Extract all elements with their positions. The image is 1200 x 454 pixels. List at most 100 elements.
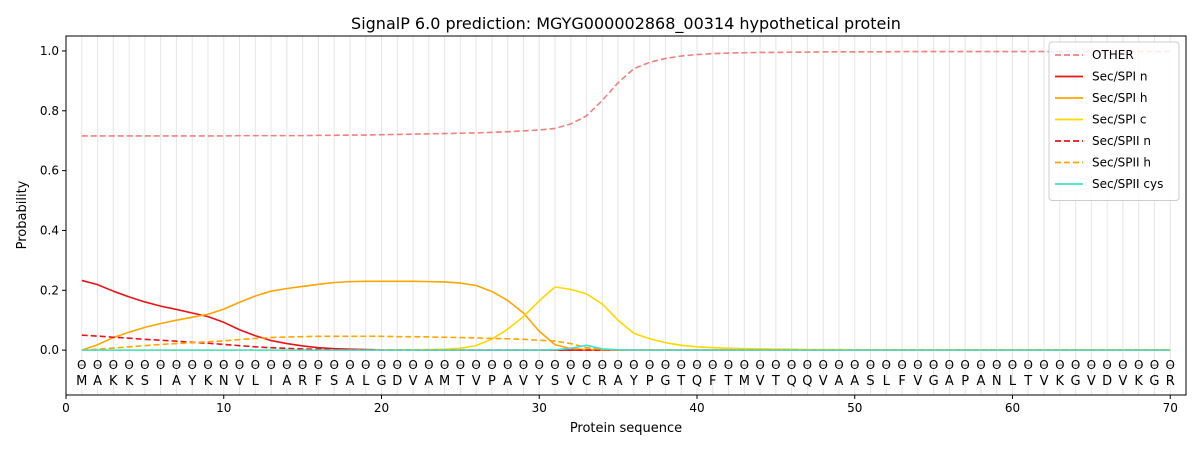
sequence-residue: T [455, 374, 464, 389]
sequence-residue: Q [692, 374, 702, 389]
sequence-residue: V [913, 374, 922, 389]
y-tick-label: 0.8 [40, 104, 59, 118]
sequence-residue: N [992, 374, 1002, 389]
sequence-residue: D [1102, 374, 1112, 389]
sequence-residue: S [551, 374, 559, 389]
sequence-residue: K [204, 374, 213, 389]
sequence-residue: G [929, 374, 939, 389]
sequence-residue: D [392, 374, 402, 389]
x-tick-label: 60 [1005, 401, 1020, 415]
y-axis-label: Probability [15, 180, 30, 249]
sequence-residue: G [376, 374, 386, 389]
sequence-residue: S [866, 374, 874, 389]
legend-label: OTHER [1092, 48, 1134, 62]
sequence-residue: V [519, 374, 528, 389]
sequence-residue: L [883, 374, 891, 389]
sequence-residue: V [409, 374, 418, 389]
sequence-residue: P [961, 374, 969, 389]
grid-lines [81, 36, 1171, 395]
sequence-residue: G [660, 374, 670, 389]
sequence-residue: V [756, 374, 765, 389]
x-axis-ticks: 0 10 20 30 40 50 60 70 [62, 395, 1178, 415]
sequence-residue: C [582, 374, 591, 389]
sequence-residue: A [614, 374, 623, 389]
sequence-residue: T [771, 374, 780, 389]
sequence-residue: Q [787, 374, 797, 389]
sequence-residue: A [850, 374, 859, 389]
sequence-residue: Y [187, 374, 196, 389]
sequence-residue: A [282, 374, 291, 389]
sequence-residue: V [1040, 374, 1049, 389]
series-line-6 [81, 344, 1171, 351]
x-tick-label: 0 [62, 401, 70, 415]
sequence-residue: A [976, 374, 985, 389]
chart-title: SignalP 6.0 prediction: MGYG000002868_00… [351, 14, 901, 34]
sequence-residue: M [439, 374, 450, 389]
series-line-0 [81, 50, 1171, 137]
sequence-residue: P [646, 374, 654, 389]
sequence-residue: M [739, 374, 750, 389]
sequence-residue: A [345, 374, 354, 389]
sequence-residue: A [945, 374, 954, 389]
sequence-residue: P [488, 374, 496, 389]
sequence-residue: V [566, 374, 575, 389]
legend-label: Sec/SPII n [1092, 134, 1151, 148]
sequence-residue: K [1134, 374, 1143, 389]
sequence-residue: V [1087, 374, 1096, 389]
legend-label: Sec/SPI c [1092, 113, 1146, 127]
legend-label: Sec/SPII cys [1092, 177, 1163, 191]
sequence-residue: L [252, 374, 260, 389]
y-tick-label: 0.0 [40, 343, 59, 357]
sequence-residue: V [1118, 374, 1127, 389]
sequence-residue: K [109, 374, 118, 389]
sequence-residue: F [315, 374, 322, 389]
sequence-residue: A [172, 374, 181, 389]
sequence-residue: A [424, 374, 433, 389]
sequence-residue: G [1071, 374, 1081, 389]
legend: OTHER Sec/SPI n Sec/SPI h Sec/SPI c Sec/SPII… [1048, 41, 1180, 201]
sequence-residue: V [819, 374, 828, 389]
sequence-residue: I [269, 374, 273, 389]
sequence-residue: T [1023, 374, 1032, 389]
sequence-residue: M [76, 374, 87, 389]
legend-label: Sec/SPII h [1092, 156, 1151, 170]
x-tick-label: 10 [216, 401, 231, 415]
sequence-residue: S [141, 374, 149, 389]
y-axis-ticks: 0.0 0.2 0.4 0.6 0.8 1.0 [40, 44, 66, 357]
sequence-residue: F [898, 374, 905, 389]
sequence-residue: T [724, 374, 733, 389]
legend-label: Sec/SPI h [1092, 91, 1147, 105]
sequence-residue: S [330, 374, 338, 389]
y-tick-label: 0.6 [40, 164, 59, 178]
plot-frame [65, 35, 1187, 396]
sequence-residue: Y [629, 374, 638, 389]
sequence-residue: Y [534, 374, 543, 389]
sequence-residue: F [709, 374, 716, 389]
x-tick-label: 50 [847, 401, 862, 415]
y-tick-label: 1.0 [40, 44, 59, 58]
y-tick-label: 0.2 [40, 283, 59, 297]
legend-box [1048, 41, 1180, 201]
sequence-residue: V [235, 374, 244, 389]
series-line-4 [81, 334, 1171, 351]
sequence-residue: A [93, 374, 102, 389]
sequence-residue: V [472, 374, 481, 389]
sequence-residue: K [125, 374, 134, 389]
sequence-residue: R [598, 374, 607, 389]
sequence-residue: A [835, 374, 844, 389]
x-tick-label: 70 [1163, 401, 1178, 415]
sequence-residue: I [159, 374, 163, 389]
series-lines [81, 50, 1171, 351]
sequence-residue: L [1009, 374, 1017, 389]
y-tick-label: 0.4 [40, 223, 59, 237]
sequence-residue: L [362, 374, 370, 389]
sequence-residue: N [219, 374, 229, 389]
series-line-3 [81, 286, 1171, 351]
x-tick-label: 30 [532, 401, 547, 415]
series-line-5 [81, 335, 1171, 351]
x-axis-label: Protein sequence [570, 421, 682, 436]
